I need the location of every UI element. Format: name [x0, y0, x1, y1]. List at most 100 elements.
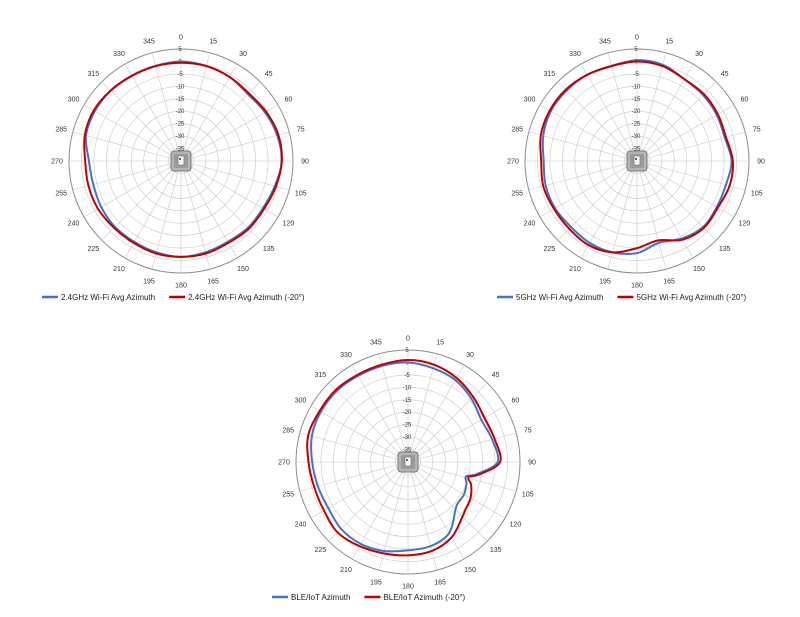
grid-spoke	[151, 52, 182, 162]
angle-tick-label: 300	[524, 97, 536, 104]
radial-tick-label: -10	[632, 84, 641, 90]
angle-tick-label: 330	[113, 51, 125, 58]
polar-chart-2: 0 15 30 45 60 75 90 105 120 135 150 165 180 195 210 225…	[497, 35, 765, 302]
angle-tick-label: 195	[143, 278, 155, 285]
angle-tick-label: 240	[295, 522, 307, 529]
legend: BLE/IoT Azimuth BLE/IoT Azimuth (-20°)	[272, 593, 466, 602]
legend-label-1: BLE/IoT Azimuth	[291, 593, 350, 602]
grid-spoke	[580, 160, 638, 259]
grid-spoke	[580, 63, 638, 162]
angle-tick-label: 45	[265, 71, 273, 78]
grid-spoke	[180, 160, 290, 191]
radial-tick-label: -25	[176, 122, 185, 128]
angle-tick-label: 135	[490, 547, 502, 554]
angle-tick-label: 15	[209, 39, 217, 46]
grid-spoke	[607, 52, 638, 162]
angle-tick-label: 270	[507, 159, 519, 166]
radial-tick-label: -35	[403, 448, 412, 454]
grid-spoke	[180, 104, 279, 162]
grid-spoke	[407, 461, 488, 542]
angle-tick-label: 315	[314, 372, 326, 379]
angle-tick-label: 45	[492, 372, 500, 379]
radial-tick-label: -20	[176, 109, 185, 115]
grid-spoke	[636, 131, 746, 162]
angle-tick-label: 105	[751, 191, 763, 198]
angle-tick-label: 255	[55, 191, 67, 198]
angle-tick-label: 315	[543, 71, 555, 78]
angle-tick-label: 105	[295, 191, 307, 198]
grid-spoke	[378, 353, 409, 463]
radial-tick-label: -10	[403, 385, 412, 391]
grid-spoke	[407, 364, 465, 463]
angle-tick-label: 135	[263, 246, 275, 253]
legend-label-2: 2.4GHz Wi-Fi Avg Azimuth (-20°)	[188, 293, 305, 302]
angle-tick-label: 300	[295, 398, 307, 405]
grid-spoke	[407, 382, 488, 463]
grid-spoke	[351, 461, 409, 560]
angle-tick-label: 150	[464, 567, 476, 574]
angle-tick-label: 240	[68, 221, 80, 228]
angle-tick-label: 15	[436, 340, 444, 347]
grid-spoke	[299, 461, 409, 492]
legend-label-1: 5GHz Wi-Fi Avg Azimuth	[516, 293, 603, 302]
grid-spoke	[151, 160, 182, 270]
angle-tick-label: 105	[522, 492, 534, 499]
grid-spoke	[407, 405, 506, 463]
radial-tick-label: 5	[405, 348, 409, 354]
grid-spoke	[310, 405, 409, 463]
radial-tick-label: -25	[632, 122, 641, 128]
grid-spoke	[328, 461, 409, 542]
angle-tick-label: 285	[282, 427, 294, 434]
polar-chart-1: 0 15 30 45 60 75 90 105 120 135 150 165 180 195 210 225…	[42, 35, 309, 302]
grid-spoke	[124, 63, 182, 162]
angle-tick-label: 15	[665, 39, 673, 46]
angle-tick-label: 255	[511, 191, 523, 198]
radial-tick-label: 5	[178, 47, 182, 53]
series-line-1	[310, 361, 500, 553]
angle-tick-label: 195	[599, 278, 611, 285]
angle-tick-label: 0	[406, 336, 410, 343]
angle-tick-label: 225	[543, 246, 555, 253]
angle-tick-label: 120	[283, 221, 295, 228]
grid-spoke	[83, 104, 182, 162]
angle-tick-label: 60	[284, 97, 292, 104]
radial-tick-label: 5	[634, 47, 638, 53]
angle-tick-label: 135	[719, 246, 731, 253]
grid-spoke	[636, 160, 746, 191]
radial-tick-label: -30	[632, 134, 641, 140]
access-point-icon	[397, 451, 419, 473]
angle-tick-label: 60	[740, 97, 748, 104]
grid-spoke	[180, 160, 261, 241]
grid-spoke	[180, 63, 238, 162]
grid-spoke	[636, 52, 667, 162]
grid-spoke	[72, 160, 182, 191]
grid-spoke	[378, 461, 409, 571]
grid-spoke	[636, 63, 694, 162]
angle-tick-label: 60	[511, 398, 519, 405]
angle-tick-label: 315	[87, 71, 99, 78]
angle-tick-label: 150	[693, 266, 705, 273]
angle-tick-label: 270	[51, 159, 63, 166]
grid-spoke	[557, 81, 638, 162]
angle-tick-label: 90	[301, 159, 309, 166]
angle-tick-label: 45	[721, 71, 729, 78]
grid-spoke	[310, 461, 409, 519]
grid-spoke	[180, 81, 261, 162]
angle-tick-label: 120	[510, 522, 522, 529]
angle-tick-label: 0	[635, 35, 639, 42]
angle-tick-label: 195	[370, 579, 382, 586]
series-line-2	[83, 61, 283, 258]
grid-spoke	[299, 432, 409, 463]
angle-tick-label: 180	[175, 283, 187, 290]
series-line-2	[539, 60, 734, 254]
angle-tick-label: 75	[753, 126, 761, 133]
grid-spoke	[539, 104, 638, 162]
radial-tick-label: -30	[176, 134, 185, 140]
angle-tick-label: 285	[55, 126, 67, 133]
angle-tick-label: 255	[282, 492, 294, 499]
legend-label-2: 5GHz Wi-Fi Avg Azimuth (-20°)	[636, 293, 746, 302]
grid-spoke	[407, 461, 506, 519]
angle-tick-label: 180	[631, 283, 643, 290]
access-point-icon	[626, 150, 648, 172]
